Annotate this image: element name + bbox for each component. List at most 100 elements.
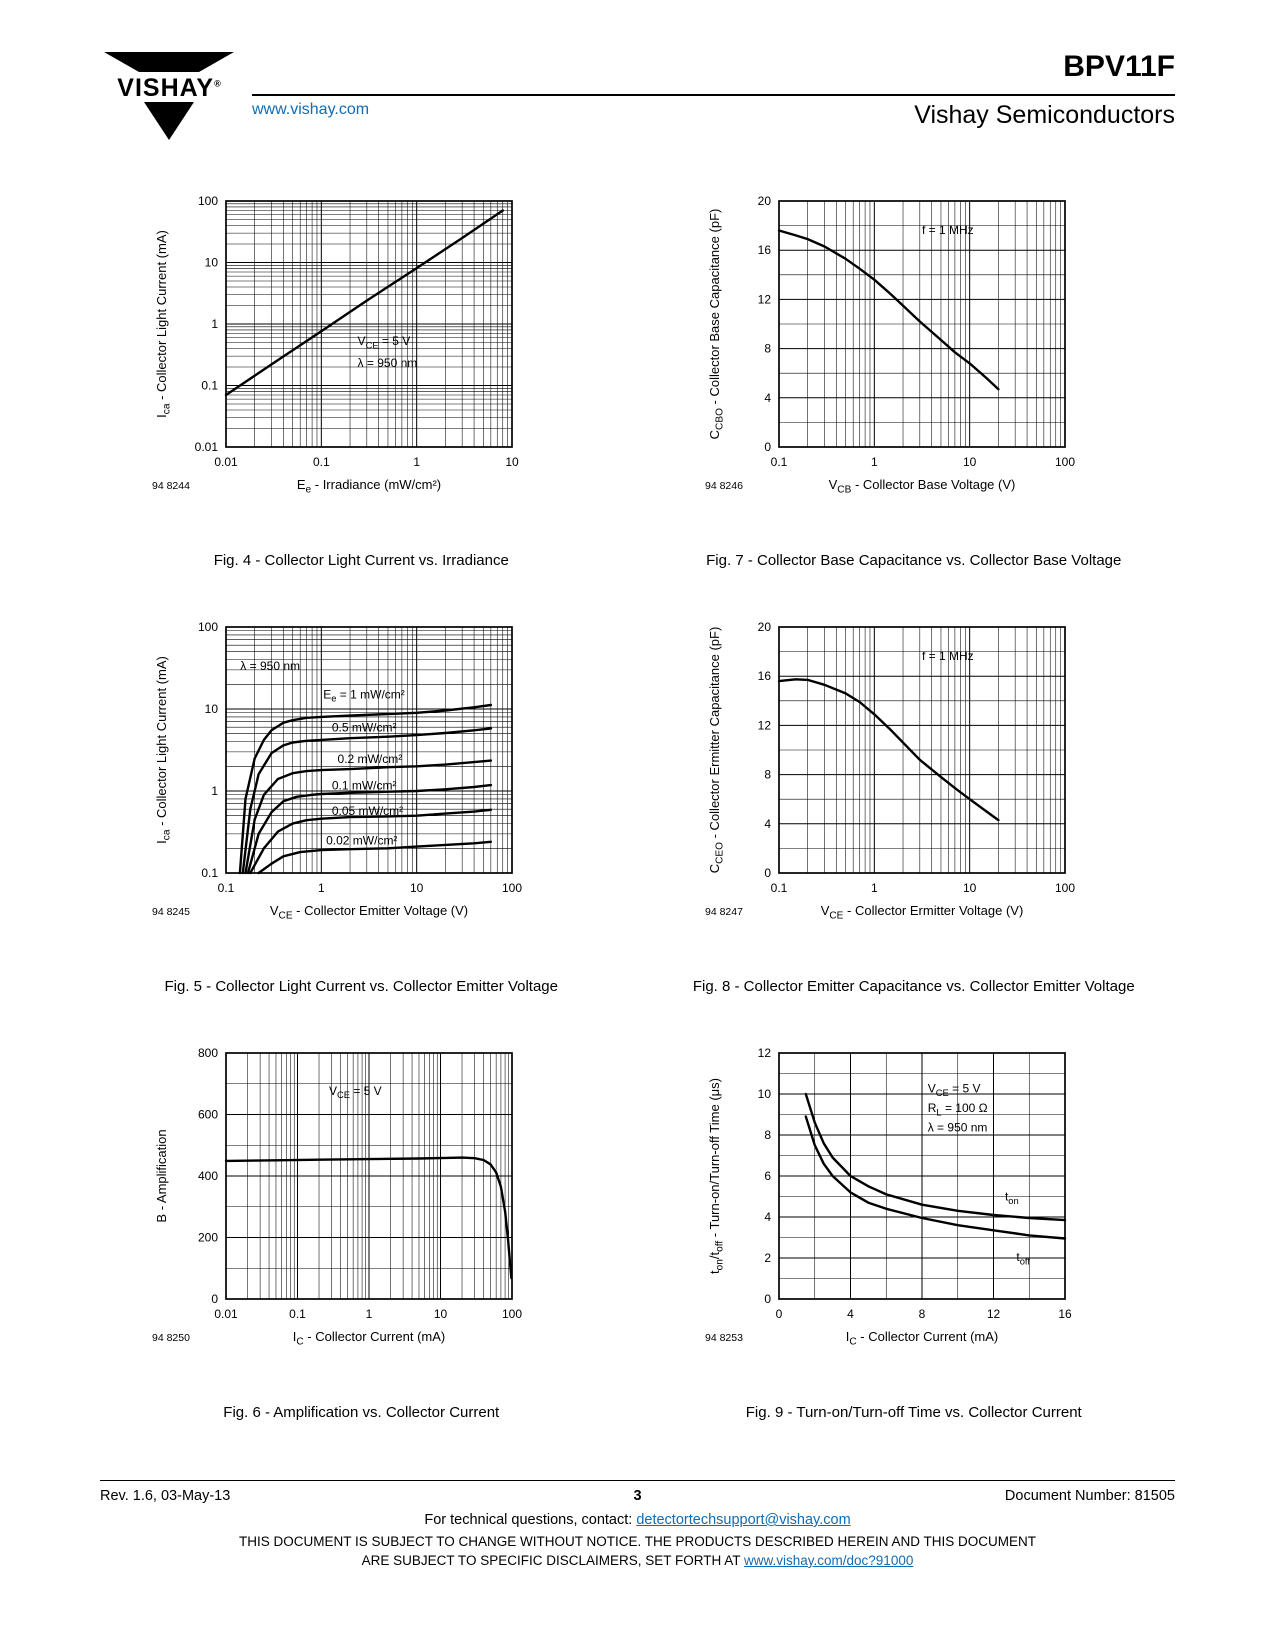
fig4-plot: 0.01 0.1 1 10 0.01 0.1 1 10 100 VCE = 5 V λ = 950 … [152,194,520,496]
svg-text:0.1 mW/cm²: 0.1 mW/cm² [332,778,397,792]
page-number: 3 [633,1488,642,1504]
svg-text:100: 100 [1055,455,1075,469]
figure-8: 0.1 1 10 100 0 4 8 12 16 20 f = 1 MHz VCE - Collect… [693,611,1135,995]
header-bottom-row: www.vishay.com Vishay Semiconductors [252,101,1175,130]
svg-text:10: 10 [434,1307,448,1321]
svg-text:VCE - Collector Ermitter Volta: VCE - Collector Ermitter Voltage (V) [820,903,1023,922]
fig9-caption: Fig. 9 - Turn-on/Turn-off Time vs. Colle… [745,1404,1082,1421]
svg-text:0.01: 0.01 [215,455,239,469]
svg-text:16: 16 [757,669,771,683]
svg-text:VCE = 5 V: VCE = 5 V [358,334,411,350]
svg-text:10: 10 [506,455,520,469]
svg-text:Ica - Collector Light Current: Ica - Collector Light Current (mA) [154,656,173,844]
svg-text:8: 8 [764,768,771,782]
svg-text:6: 6 [764,1169,771,1183]
contact-line: For technical questions, contact: detect… [100,1512,1175,1528]
svg-text:1: 1 [366,1307,373,1321]
svg-text:10: 10 [963,455,977,469]
svg-text:10: 10 [205,256,219,270]
svg-text:94 8246: 94 8246 [705,480,743,492]
svg-text:VCB - Collector Base Voltage (: VCB - Collector Base Voltage (V) [828,477,1015,496]
fig9-chart: 0 4 8 12 16 0 2 4 6 8 10 12 VCE = 5 V RL = 100 Ω λ = 9… [699,1037,1129,1376]
svg-text:600: 600 [198,1108,218,1122]
svg-text:0: 0 [212,1292,219,1306]
svg-text:12: 12 [987,1307,1001,1321]
fig7-caption: Fig. 7 - Collector Base Capacitance vs. … [706,552,1122,569]
fig5-chart: 0.1 1 10 100 0.1 1 10 100 λ = 950 nm Ee = 1 mW/cm… [146,611,576,950]
svg-text:Ee = 1 mW/cm²: Ee = 1 mW/cm² [323,687,405,703]
fig4-caption: Fig. 4 - Collector Light Current vs. Irr… [213,552,509,569]
svg-text:200: 200 [198,1231,218,1245]
svg-text:λ = 950 nm: λ = 950 nm [358,356,418,370]
svg-text:94 8253: 94 8253 [705,1332,743,1344]
contact-prefix: For technical questions, contact: [424,1512,637,1528]
svg-text:94 8245: 94 8245 [152,906,190,918]
svg-text:400: 400 [198,1169,218,1183]
svg-text:12: 12 [757,1046,771,1060]
registered-mark-icon: ® [214,78,221,89]
part-number: BPV11F [1063,50,1175,83]
division-title: Vishay Semiconductors [914,101,1175,129]
fig9-plot: 0 4 8 12 16 0 2 4 6 8 10 12 VCE = 5 V RL = 100 Ω λ = 9… [705,1046,1072,1348]
svg-text:100: 100 [1055,881,1075,895]
fig7-chart: 0.1 1 10 100 0 4 8 12 16 20 f = 1 MHz VCB - Collect… [699,185,1129,524]
disclaimer-doc-link[interactable]: www.vishay.com/doc?91000 [744,1552,914,1568]
vishay-logo-icon [104,52,234,140]
svg-text:0.1: 0.1 [289,1307,306,1321]
figure-4: 0.01 0.1 1 10 0.01 0.1 1 10 100 VCE = 5 V λ = 950 … [146,185,576,569]
svg-text:0.05 mW/cm²: 0.05 mW/cm² [332,804,403,818]
figure-9: 0 4 8 12 16 0 2 4 6 8 10 12 VCE = 5 V RL = 100 Ω λ = 9… [699,1037,1129,1421]
page-header: VISHAY® BPV11F www.vishay.com Vishay Sem… [100,52,1175,142]
disclaimer-line1: THIS DOCUMENT IS SUBJECT TO CHANGE WITHO… [238,1534,1037,1549]
svg-text:0.01: 0.01 [195,440,219,454]
figure-6: 0.01 0.1 1 10 100 0 200 400 600 800 VCE = 5 V IC - … [146,1037,576,1421]
svg-text:CCBO - Collector Base Capacita: CCBO - Collector Base Capacitance (pF) [707,209,726,440]
svg-text:0.1: 0.1 [770,881,787,895]
svg-text:0.1: 0.1 [313,455,330,469]
svg-text:100: 100 [198,194,218,208]
svg-text:12: 12 [757,718,771,732]
header-divider [252,94,1175,96]
svg-text:800: 800 [198,1046,218,1060]
revision-text: Rev. 1.6, 03-May-13 [100,1488,231,1504]
svg-text:2: 2 [764,1251,771,1265]
page-footer: Rev. 1.6, 03-May-13 3 Document Number: 8… [100,1480,1175,1571]
fig5-caption: Fig. 5 - Collector Light Current vs. Col… [164,978,559,995]
svg-text:100: 100 [502,881,522,895]
svg-text:8: 8 [918,1307,925,1321]
svg-text:IC - Collector Current (mA): IC - Collector Current (mA) [846,1329,999,1348]
disclaimer-line2-prefix: ARE SUBJECT TO SPECIFIC DISCLAIMERS, SET… [361,1552,744,1568]
svg-text:4: 4 [764,391,771,405]
svg-text:VCE = 5 V: VCE = 5 V [329,1084,382,1100]
svg-text:4: 4 [764,817,771,831]
svg-text:toff: toff [1016,1250,1030,1266]
svg-text:0.1: 0.1 [770,455,787,469]
svg-text:10: 10 [963,881,977,895]
svg-text:0.1: 0.1 [202,379,219,393]
svg-text:ton/toff - Turn-on/Turn-off Ti: ton/toff - Turn-on/Turn-off Time (μs) [707,1078,726,1274]
footer-divider [100,1480,1175,1481]
svg-text:0.2 mW/cm²: 0.2 mW/cm² [338,752,403,766]
svg-text:10: 10 [205,702,219,716]
svg-text:λ = 950 nm: λ = 950 nm [241,659,301,673]
svg-text:1: 1 [318,881,325,895]
svg-text:f = 1 MHz: f = 1 MHz [922,649,974,663]
svg-text:B - Amplification: B - Amplification [154,1129,169,1222]
svg-text:16: 16 [757,243,771,257]
vishay-logo: VISHAY® [100,52,238,142]
svg-text:12: 12 [757,292,771,306]
svg-text:94 8244: 94 8244 [152,480,190,492]
svg-text:16: 16 [1058,1307,1072,1321]
svg-text:20: 20 [757,620,771,634]
contact-email-link[interactable]: detectortechsupport@vishay.com [636,1512,851,1528]
figure-5: 0.1 1 10 100 0.1 1 10 100 λ = 950 nm Ee = 1 mW/cm… [146,611,576,995]
svg-text:0.01: 0.01 [215,1307,239,1321]
svg-text:0: 0 [764,440,771,454]
svg-text:ton: ton [1005,1190,1019,1206]
document-number: Document Number: 81505 [1004,1488,1175,1504]
svg-text:8: 8 [764,342,771,356]
fig8-chart: 0.1 1 10 100 0 4 8 12 16 20 f = 1 MHz VCE - Collect… [699,611,1129,950]
svg-text:0.1: 0.1 [218,881,235,895]
website-link[interactable]: www.vishay.com [252,101,370,118]
